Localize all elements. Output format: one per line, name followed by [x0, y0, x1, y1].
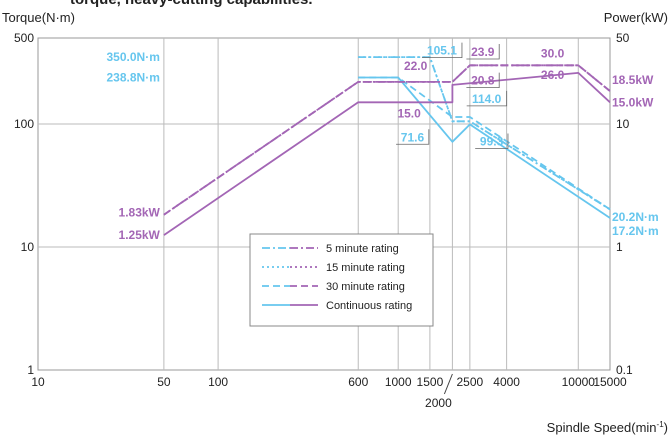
left-tick-label: 1 [27, 363, 34, 377]
value-label-bracket [396, 129, 430, 145]
series-line-power-dotted [163, 64, 611, 216]
value-label: 20.2N·m [612, 210, 659, 224]
left-tick-label: 500 [14, 31, 34, 45]
x-tick-label: 1000 [385, 375, 412, 389]
value-label: 350.0N·m [107, 50, 160, 64]
legend-label: 5 minute rating [326, 243, 399, 255]
series-line-power-solid [163, 72, 611, 236]
value-label: 18.5kW [612, 73, 654, 87]
value-label: 30.0 [541, 46, 565, 60]
x-tick-label: 1500 [417, 375, 444, 389]
right-tick-label: 50 [616, 31, 630, 45]
data-annotations: 350.0N·m 238.8N·m 105.1 114.0 71.6 99.3 20.2N·… [107, 42, 659, 242]
x-axis-title-main: Spindle Speed(min [547, 420, 657, 435]
x-tick-leader [443, 373, 453, 395]
x-tick-label: 2500 [457, 375, 484, 389]
value-label: 20.8 [471, 74, 495, 88]
series-line-power-dashdot [163, 64, 611, 216]
chart-series [163, 56, 611, 236]
header-text: torque, heavy-cutting capabilities. [70, 0, 313, 8]
value-label: 99.3 [480, 135, 504, 149]
value-label-bracket [466, 72, 500, 89]
value-label: 114.0 [472, 92, 502, 106]
x-tick-label: 50 [157, 375, 171, 389]
axis-labels: 10 50 100 600 1000 1500 2500 4000 10000150002000… [14, 31, 633, 410]
x-tick-label: 100 [208, 375, 228, 389]
value-label: 26.0 [541, 68, 565, 82]
right-axis-title: Power(kW) [604, 10, 668, 25]
legend-label: 30 minute rating [326, 281, 405, 293]
value-label: 22.0 [404, 59, 428, 73]
series-line-torque-solid [358, 76, 611, 219]
value-label: 1.25kW [119, 228, 161, 242]
value-label-bracket [421, 42, 463, 58]
x-tick-label: 10000 [562, 375, 596, 389]
x-tick-label: 4000 [493, 375, 520, 389]
value-label: 15.0kW [612, 95, 654, 109]
legend-box [249, 233, 434, 327]
value-label: 71.6 [401, 130, 425, 144]
value-label: 105.1 [427, 44, 457, 58]
right-tick-label: 1 [616, 240, 623, 254]
left-tick-label: 10 [21, 240, 35, 254]
series-line-power-dashed [163, 64, 611, 216]
value-label: 238.8N·m [107, 70, 160, 84]
value-label-bracket [475, 133, 509, 149]
value-label-bracket [466, 90, 508, 107]
series-line-torque-dashdot [358, 56, 611, 211]
legend-label: 15 minute rating [326, 262, 405, 274]
x-tick-label: 2000 [425, 396, 452, 410]
plot-frame [37, 37, 611, 371]
value-label-bracket [466, 43, 500, 60]
x-axis-title: Spindle Speed(min-1) [547, 420, 668, 435]
right-tick-label: 0.1 [616, 363, 633, 377]
x-axis-title-sup: -1 [657, 420, 665, 429]
legend-label: Continuous rating [326, 300, 412, 312]
value-label: 15.0 [397, 106, 421, 120]
value-label: 23.9 [471, 45, 495, 59]
chart-legend: 5 minute rating 15 minute rating 30 minute… [249, 233, 434, 327]
right-tick-label: 10 [616, 117, 630, 131]
value-label: 1.83kW [119, 206, 161, 220]
x-axis-title-close: ) [664, 420, 668, 435]
x-tick-label: 10 [31, 375, 45, 389]
left-tick-label: 100 [14, 117, 34, 131]
value-label: 17.2N·m [612, 224, 659, 238]
left-axis-title: Torque(N·m) [2, 10, 75, 25]
x-tick-label: 15000 [593, 375, 627, 389]
x-tick-label: 600 [348, 375, 368, 389]
